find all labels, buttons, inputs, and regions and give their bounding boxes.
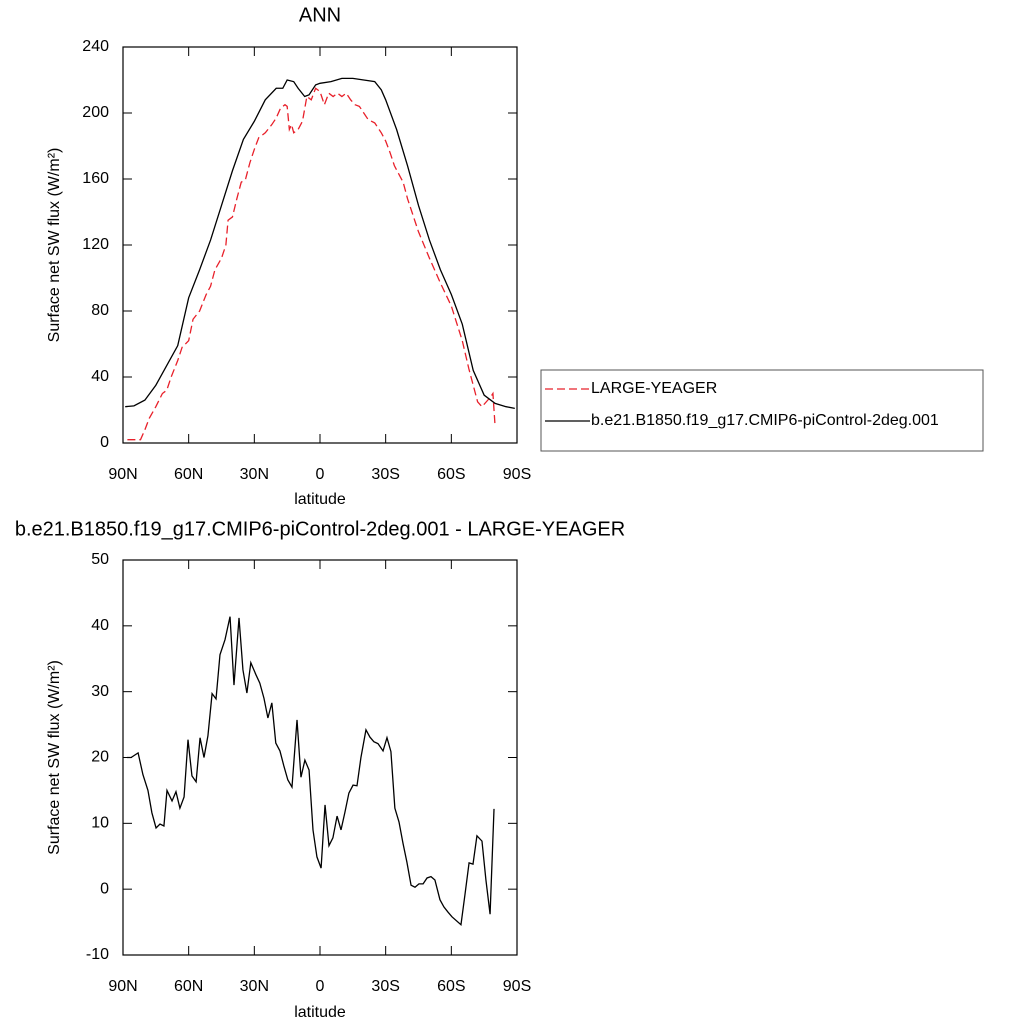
x-tick-label: 60N — [174, 466, 203, 483]
y-tick-label: 40 — [91, 617, 109, 634]
x-axis-label: latitude — [294, 1004, 346, 1021]
data-line — [126, 616, 495, 927]
x-tick-label: 60S — [437, 466, 465, 483]
legend-label: b.e21.B1850.f19_g17.CMIP6-piControl-2deg… — [591, 412, 939, 429]
y-tick-label: 30 — [91, 683, 109, 700]
y-tick-label: 200 — [82, 104, 109, 121]
x-tick-label: 60N — [174, 978, 203, 995]
y-tick-label: 20 — [91, 749, 109, 766]
y-tick-label: 40 — [91, 368, 109, 385]
data-line — [127, 87, 496, 441]
x-axis-label: latitude — [294, 491, 346, 508]
y-axis-label: Surface net SW flux (W/m²) — [46, 148, 63, 343]
x-tick-label: 90S — [503, 466, 531, 483]
x-tick-label: 0 — [316, 466, 325, 483]
x-tick-label: 30S — [371, 466, 399, 483]
data-line — [125, 77, 515, 409]
x-tick-label: 30N — [240, 466, 269, 483]
chart-title: ANN — [299, 4, 341, 26]
chart-title: b.e21.B1850.f19_g17.CMIP6-piControl-2deg… — [15, 518, 625, 540]
y-tick-label: 80 — [91, 302, 109, 319]
y-tick-label: 240 — [82, 38, 109, 55]
x-tick-label: 30S — [371, 978, 399, 995]
x-tick-label: 90S — [503, 978, 531, 995]
y-tick-label: 0 — [100, 434, 109, 451]
x-tick-label: 90N — [108, 978, 137, 995]
x-tick-label: 0 — [316, 978, 325, 995]
y-tick-label: 120 — [82, 236, 109, 253]
y-tick-label: 50 — [91, 551, 109, 568]
plot-frame — [122, 46, 518, 444]
y-tick-label: -10 — [86, 946, 109, 963]
legend-box — [540, 369, 984, 452]
y-tick-label: 10 — [91, 815, 109, 832]
x-tick-label: 90N — [108, 466, 137, 483]
y-tick-label: 0 — [100, 880, 109, 897]
x-tick-label: 30N — [240, 978, 269, 995]
y-tick-label: 160 — [82, 170, 109, 187]
y-axis-label: Surface net SW flux (W/m²) — [46, 660, 63, 855]
legend-label: LARGE-YEAGER — [591, 380, 717, 397]
x-tick-label: 60S — [437, 978, 465, 995]
plot-frame — [122, 559, 518, 956]
